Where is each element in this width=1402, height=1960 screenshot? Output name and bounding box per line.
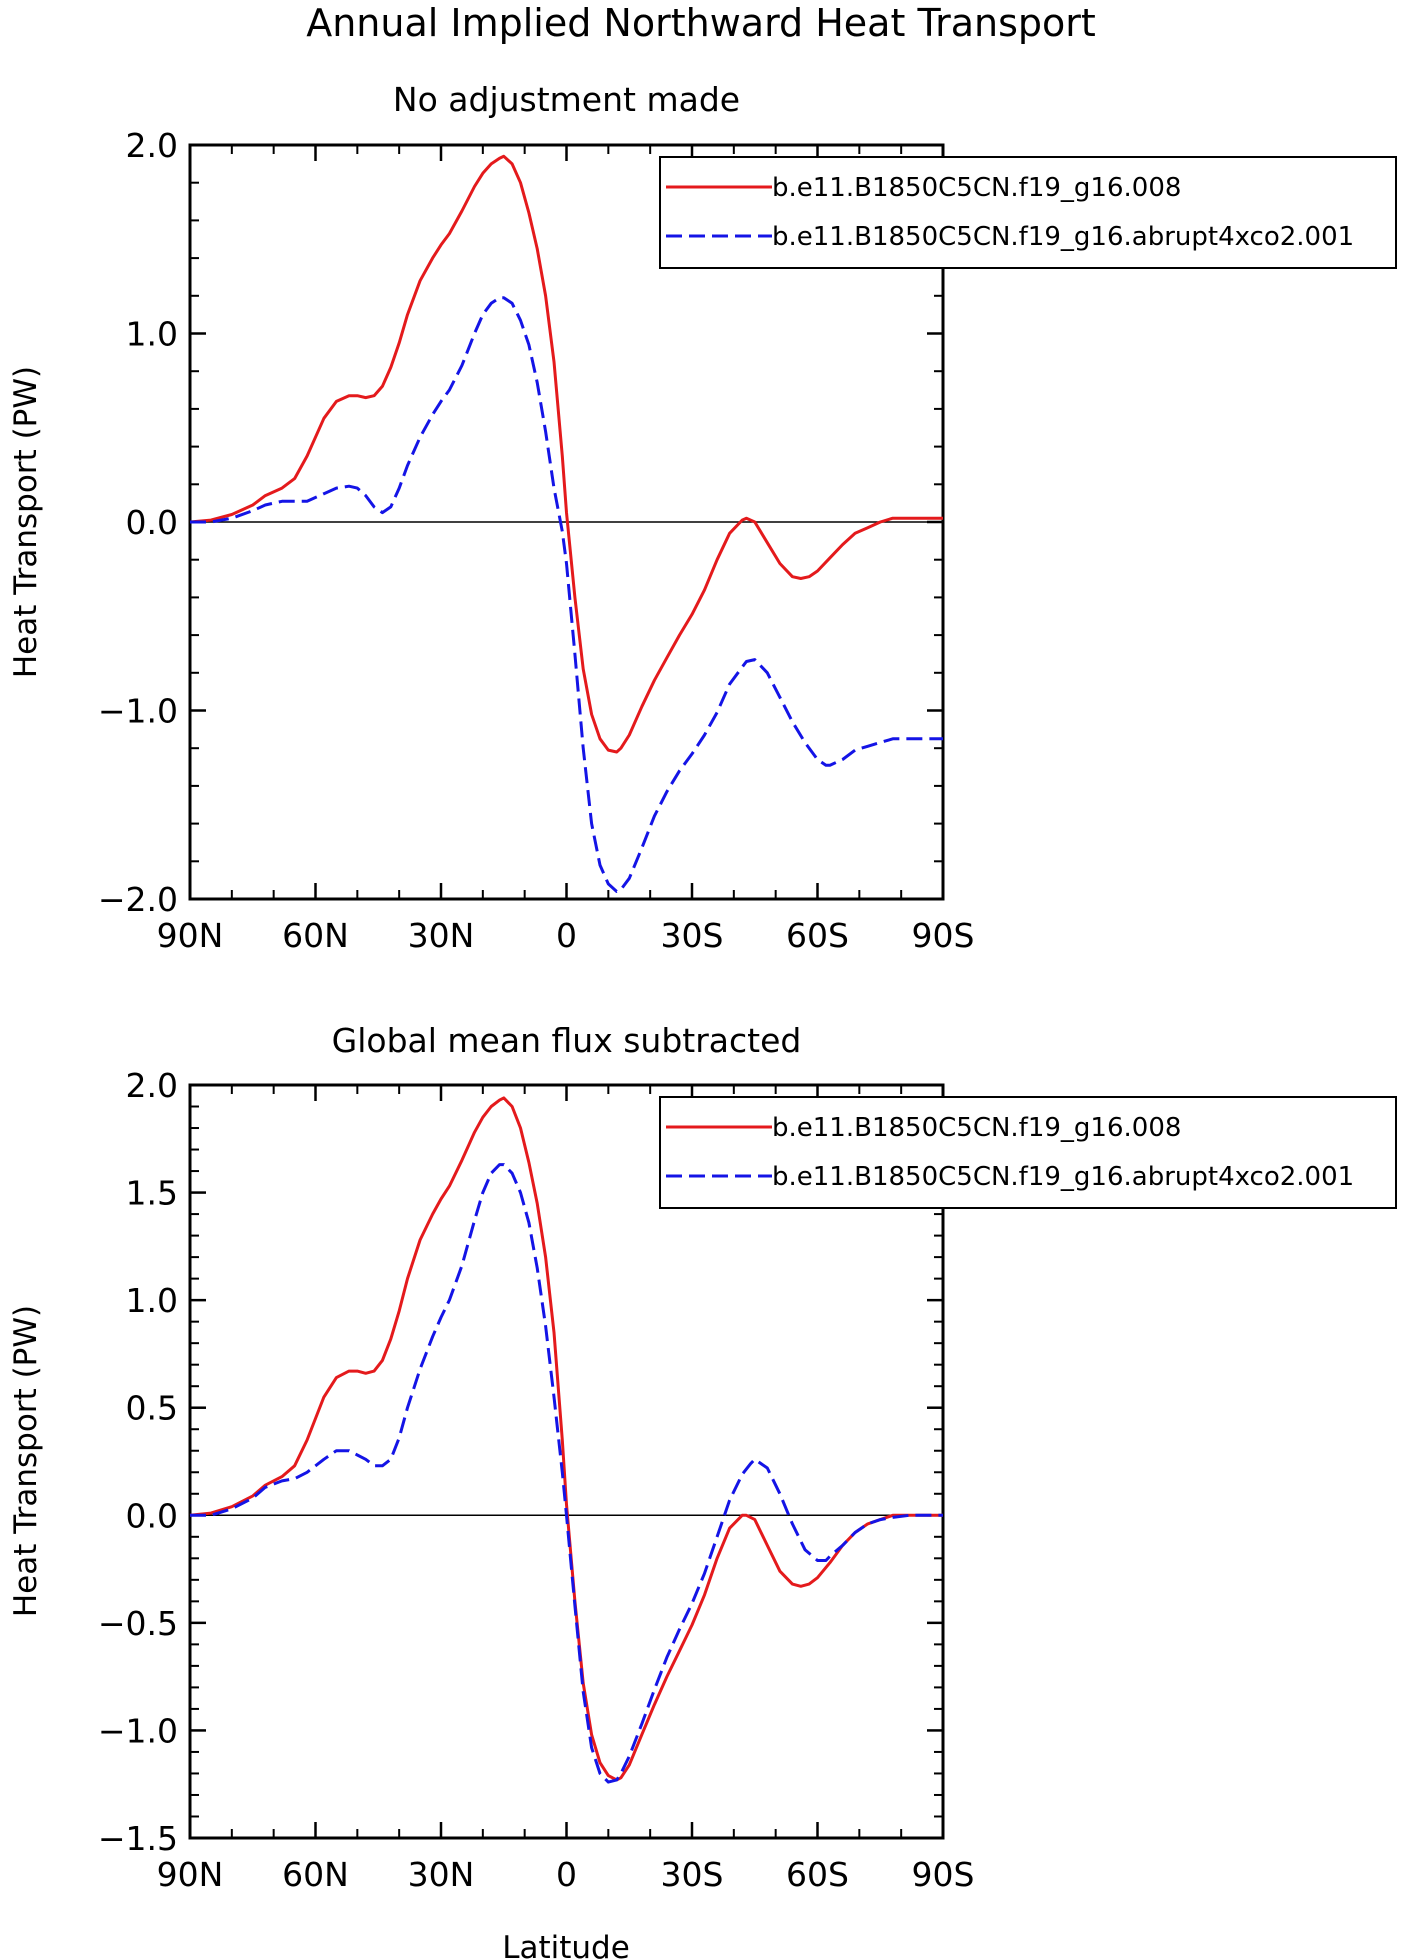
x-tick-label: 60N: [282, 1855, 349, 1894]
x-tick-label: 30S: [661, 1855, 724, 1894]
x-tick-label: 60N: [282, 916, 349, 955]
y-tick-label: −1.5: [98, 1819, 178, 1858]
figure-title: Annual Implied Northward Heat Transport: [306, 1, 1096, 45]
y-tick-label: 2.0: [126, 1066, 178, 1105]
y-axis-title: Heat Transport (PW): [8, 366, 44, 678]
series-line-control: [189, 154, 943, 754]
legend: b.e11.B1850C5CN.f19_g16.008 b.e11.B1850C5…: [659, 1096, 1397, 1209]
x-tick-label: 0: [556, 1855, 577, 1894]
panel-title: Global mean flux subtracted: [332, 1021, 802, 1060]
panel-no-adjustment: No adjustment made Heat Transport (PW) 90N…: [8, 80, 1397, 955]
legend-box: [659, 1096, 1397, 1209]
y-axis-title: Heat Transport (PW): [8, 1305, 44, 1617]
legend-label: b.e11.B1850C5CN.f19_g16.abrupt4xco2.001: [772, 222, 1354, 252]
legend-box: [659, 156, 1397, 269]
x-axis-title: Latitude: [502, 1930, 630, 1960]
x-tick-label: 90S: [912, 916, 975, 955]
panel-title: No adjustment made: [393, 80, 740, 119]
panel-global-mean-subtracted: Global mean flux subtracted Heat Transpor…: [8, 1021, 1397, 1894]
legend-label: b.e11.B1850C5CN.f19_g16.008: [772, 173, 1181, 203]
x-tick-label: 30N: [408, 916, 475, 955]
x-tick-label: 30S: [661, 916, 724, 955]
x-tick-label: 90S: [912, 1855, 975, 1894]
series-line-control: [189, 1096, 943, 1782]
legend: b.e11.B1850C5CN.f19_g16.008 b.e11.B1850C5…: [659, 156, 1397, 269]
y-tick-label: −2.0: [98, 880, 178, 919]
series-line-abrupt4xco2: [190, 296, 943, 893]
series-line-abrupt4xco2: [190, 1163, 943, 1784]
y-tick-label: 1.0: [126, 1281, 178, 1320]
y-tick-label: −1.0: [98, 692, 178, 731]
y-tick-label: 0.0: [126, 1496, 178, 1535]
y-tick-label: 0.0: [126, 503, 178, 542]
x-tick-label: 0: [556, 916, 577, 955]
y-tick-label: −1.0: [98, 1711, 178, 1750]
y-tick-label: −0.5: [98, 1604, 178, 1643]
x-tick-label: 60S: [786, 916, 849, 955]
y-tick-label: 2.0: [126, 126, 178, 165]
x-tick-label: 90N: [157, 1855, 224, 1894]
x-tick-label: 90N: [157, 916, 224, 955]
x-tick-label: 60S: [786, 1855, 849, 1894]
y-tick-label: 1.5: [126, 1174, 178, 1213]
legend-label: b.e11.B1850C5CN.f19_g16.008: [772, 1113, 1181, 1143]
x-tick-label: 30N: [408, 1855, 475, 1894]
y-tick-label: 0.5: [126, 1389, 178, 1428]
legend-label: b.e11.B1850C5CN.f19_g16.abrupt4xco2.001: [772, 1162, 1354, 1192]
y-tick-label: 1.0: [126, 315, 178, 354]
